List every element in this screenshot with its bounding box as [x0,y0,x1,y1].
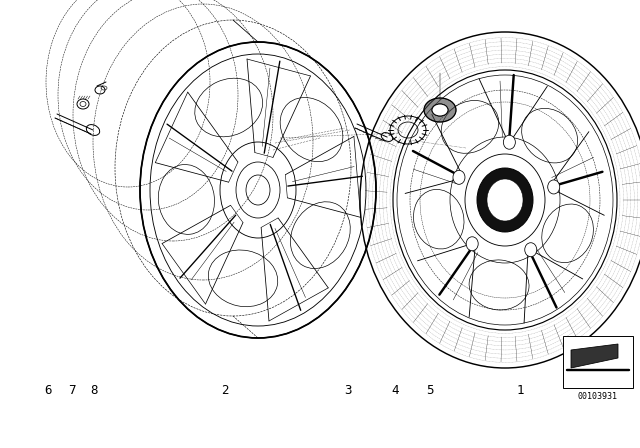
Text: 1: 1 [516,383,524,396]
Text: 8: 8 [90,383,98,396]
Bar [563,336,633,388]
Text: 3: 3 [344,383,352,396]
Ellipse shape [477,168,533,232]
Ellipse shape [487,179,523,221]
Ellipse shape [453,170,465,184]
Ellipse shape [424,98,456,122]
Ellipse shape [503,135,515,149]
Text: 00103931: 00103931 [578,392,618,401]
Text: 4: 4 [391,383,399,396]
Ellipse shape [432,104,448,116]
Text: 5: 5 [426,383,434,396]
Text: 6: 6 [44,383,52,396]
Ellipse shape [525,243,537,257]
Ellipse shape [466,237,478,251]
Polygon shape [571,344,618,368]
Text: 2: 2 [221,383,228,396]
Text: 7: 7 [68,383,76,396]
Ellipse shape [548,180,560,194]
